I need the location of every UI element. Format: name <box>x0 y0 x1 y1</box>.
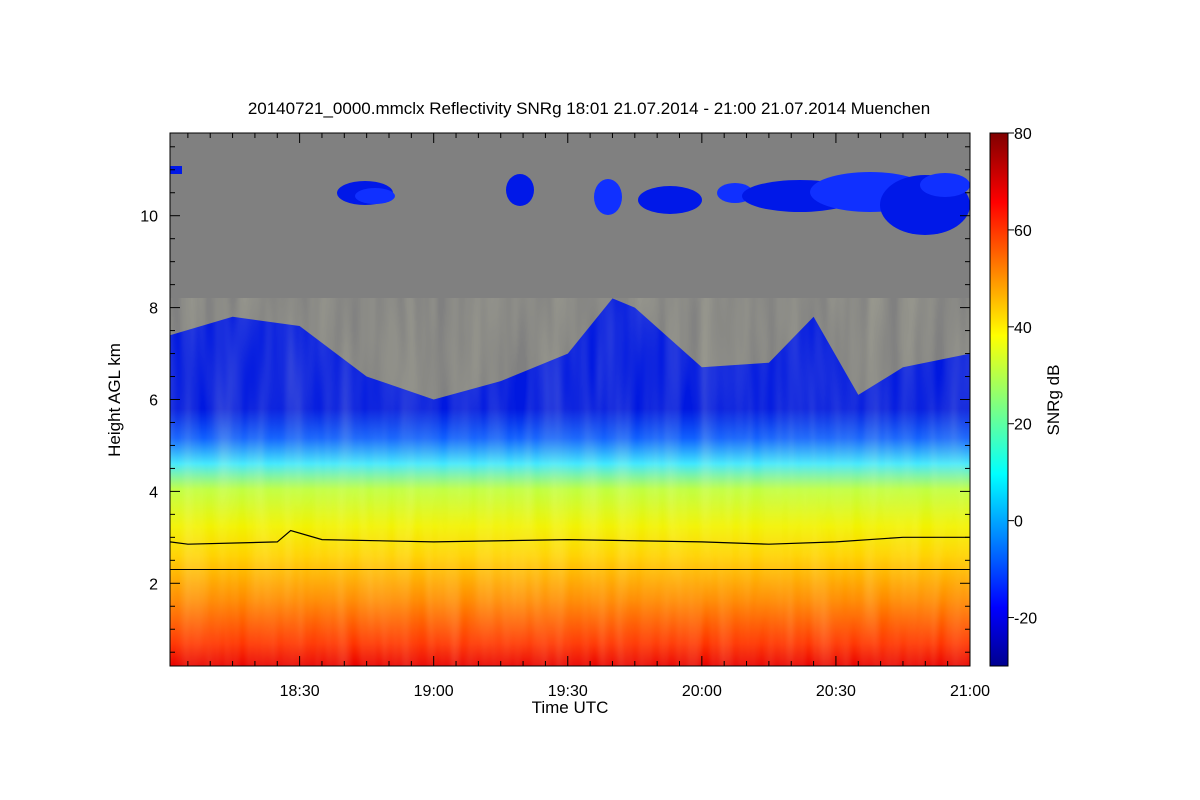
y-tick-label: 2 <box>149 576 158 593</box>
colorbar-tick-label: 20 <box>1014 417 1032 434</box>
colorbar-axis: -20 0 20 40 60 80 <box>1008 126 1037 628</box>
colorbar-tick-label: -20 <box>1014 611 1037 628</box>
y-axis: 2 4 6 8 10 <box>140 146 970 653</box>
colorbar-label: SNRg dB <box>1044 365 1063 436</box>
x-tick-label: 19:00 <box>414 683 454 700</box>
cirrus-echo <box>920 173 970 197</box>
x-tick-label: 21:00 <box>950 683 990 700</box>
y-tick-label: 8 <box>149 301 158 318</box>
x-tick-label: 19:30 <box>548 683 588 700</box>
colorbar-tick-label: 80 <box>1014 126 1032 143</box>
colorbar-tick-label: 0 <box>1014 514 1023 531</box>
x-axis: 18:30 19:00 19:30 20:00 20:30 21:00 <box>187 133 990 700</box>
cloud-echo-streaks <box>170 298 970 666</box>
cirrus-echo <box>170 166 182 174</box>
cirrus-echo <box>594 179 622 215</box>
y-axis-label: Height AGL km <box>105 343 124 457</box>
y-tick-label: 4 <box>149 484 158 501</box>
chart-title: 20140721_0000.mmclx Reflectivity SNRg 18… <box>248 99 930 118</box>
y-tick-label: 10 <box>140 209 158 226</box>
plot-area <box>170 133 970 666</box>
x-axis-label: Time UTC <box>532 698 609 717</box>
cirrus-echoes <box>170 166 970 235</box>
overlay-lines <box>170 529 970 571</box>
x-tick-label: 20:00 <box>682 683 722 700</box>
colorbar-tick-label: 40 <box>1014 320 1032 337</box>
x-tick-label: 20:30 <box>816 683 856 700</box>
colorbar <box>989 132 1009 667</box>
cirrus-echo <box>506 174 534 206</box>
overlay-profile-line <box>170 529 970 545</box>
cirrus-echo <box>638 186 702 214</box>
x-tick-label: 18:30 <box>280 683 320 700</box>
cirrus-echo <box>355 188 395 204</box>
colorbar-tick-label: 60 <box>1014 223 1032 240</box>
y-tick-label: 6 <box>149 393 158 410</box>
